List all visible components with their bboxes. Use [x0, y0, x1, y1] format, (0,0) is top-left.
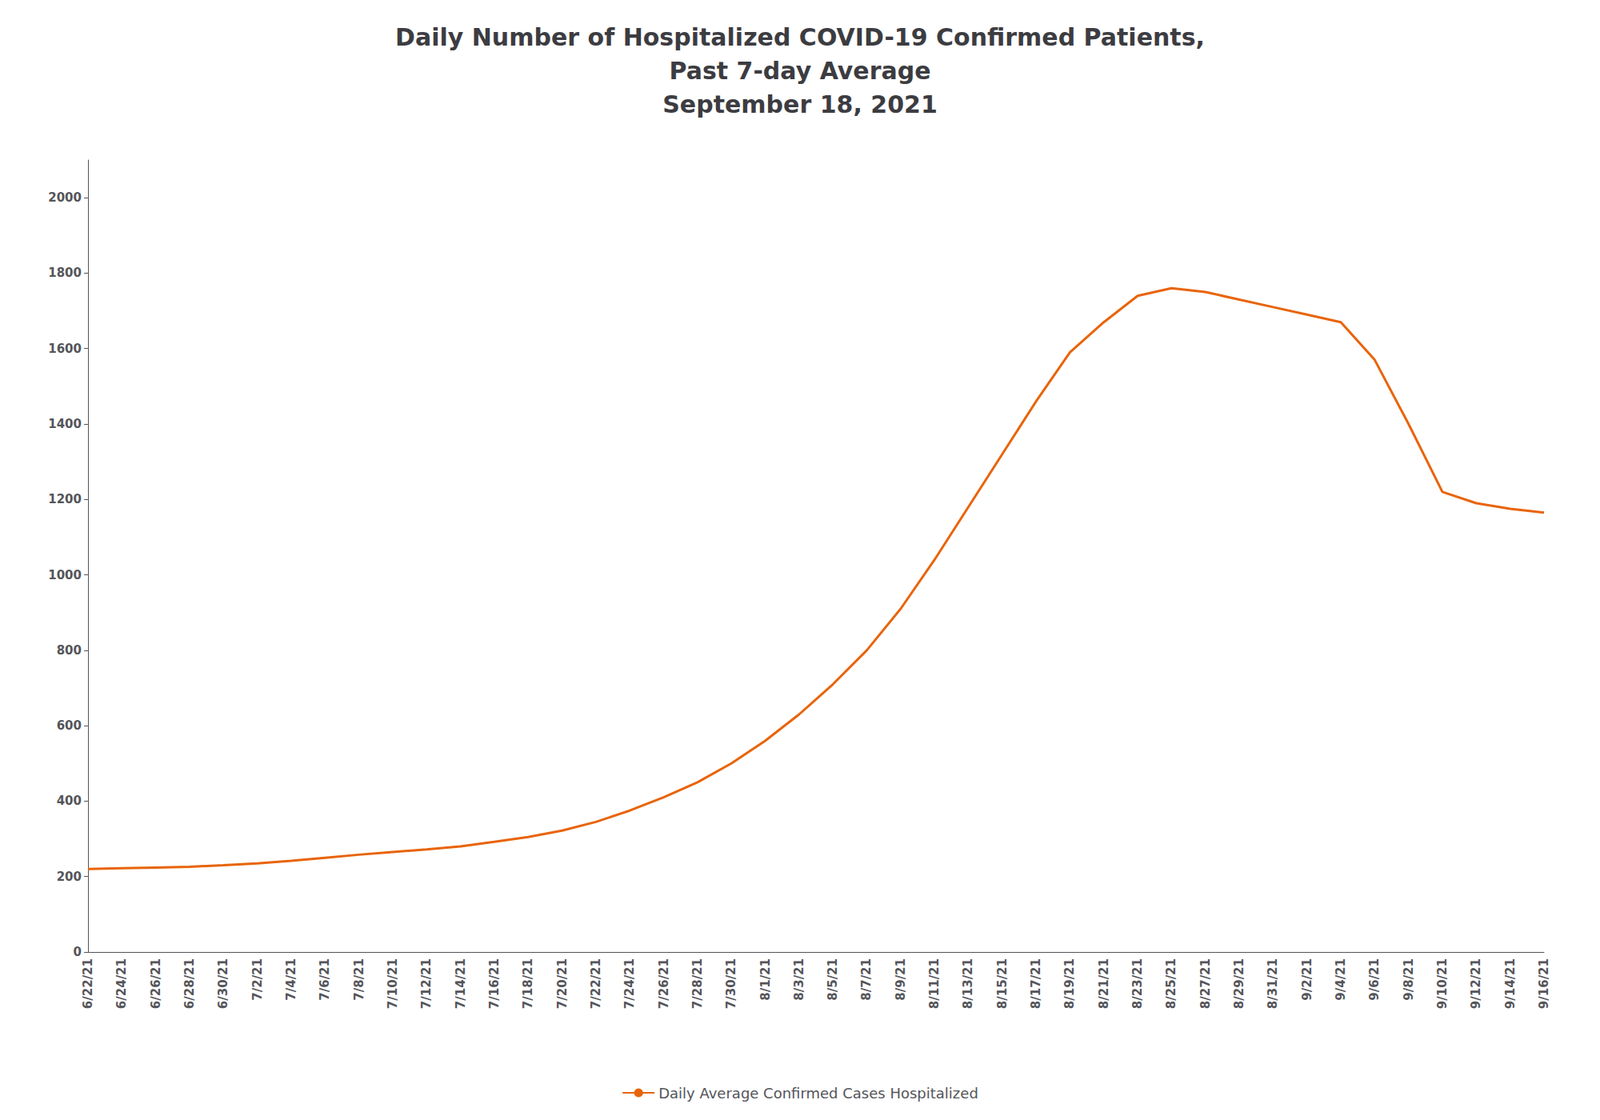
svg-text:9/12/21: 9/12/21: [1468, 958, 1484, 1009]
svg-text:8/15/21: 8/15/21: [995, 958, 1010, 1009]
svg-text:8/31/21: 8/31/21: [1265, 958, 1280, 1009]
svg-text:400: 400: [56, 793, 82, 808]
svg-text:9/10/21: 9/10/21: [1435, 958, 1450, 1009]
svg-text:Daily Average Confirmed Cases: Daily Average Confirmed Cases Hospitaliz…: [658, 1084, 979, 1102]
svg-text:6/28/21: 6/28/21: [182, 958, 197, 1009]
svg-text:9/6/21: 9/6/21: [1367, 958, 1382, 1001]
svg-text:7/14/21: 7/14/21: [453, 958, 468, 1009]
svg-text:9/14/21: 9/14/21: [1503, 958, 1518, 1009]
svg-text:200: 200: [56, 869, 82, 884]
svg-text:7/6/21: 7/6/21: [317, 958, 332, 1001]
svg-text:6/22/21: 6/22/21: [80, 958, 96, 1009]
svg-text:9/8/21: 9/8/21: [1401, 958, 1416, 1001]
svg-text:8/27/21: 8/27/21: [1198, 958, 1213, 1009]
svg-text:1800: 1800: [48, 265, 82, 280]
svg-text:Daily Number of Hospitalized C: Daily Number of Hospitalized COVID-19 Co…: [395, 23, 1205, 52]
svg-text:1600: 1600: [48, 341, 82, 356]
svg-text:7/20/21: 7/20/21: [555, 958, 570, 1009]
svg-text:6/26/21: 6/26/21: [148, 958, 164, 1009]
svg-text:2000: 2000: [48, 190, 82, 205]
svg-text:800: 800: [56, 643, 82, 658]
svg-text:8/3/21: 8/3/21: [792, 958, 807, 1001]
svg-text:8/25/21: 8/25/21: [1164, 958, 1179, 1009]
svg-text:9/16/21: 9/16/21: [1536, 958, 1552, 1009]
svg-text:6/24/21: 6/24/21: [114, 958, 129, 1009]
svg-text:9/4/21: 9/4/21: [1333, 958, 1348, 1001]
svg-text:7/30/21: 7/30/21: [724, 958, 739, 1009]
svg-text:7/26/21: 7/26/21: [656, 958, 672, 1009]
svg-text:1400: 1400: [48, 416, 82, 432]
svg-text:8/11/21: 8/11/21: [927, 958, 942, 1009]
svg-text:8/9/21: 8/9/21: [893, 958, 908, 1001]
svg-text:7/10/21: 7/10/21: [385, 958, 400, 1009]
svg-text:Past 7-day Average: Past 7-day Average: [668, 56, 931, 85]
svg-text:0: 0: [73, 944, 82, 960]
svg-text:8/23/21: 8/23/21: [1130, 958, 1145, 1009]
svg-text:7/24/21: 7/24/21: [622, 958, 637, 1009]
svg-text:6/30/21: 6/30/21: [216, 958, 231, 1009]
svg-text:600: 600: [56, 718, 82, 733]
svg-text:7/12/21: 7/12/21: [419, 958, 434, 1009]
svg-text:8/1/21: 8/1/21: [758, 958, 773, 1001]
svg-text:7/28/21: 7/28/21: [690, 958, 705, 1009]
svg-text:7/18/21: 7/18/21: [520, 958, 536, 1009]
svg-text:7/22/21: 7/22/21: [588, 958, 604, 1009]
svg-text:7/16/21: 7/16/21: [487, 958, 502, 1009]
svg-text:September 18, 2021: September 18, 2021: [662, 90, 938, 119]
svg-text:8/17/21: 8/17/21: [1028, 958, 1044, 1009]
svg-text:7/4/21: 7/4/21: [284, 958, 299, 1001]
svg-text:8/21/21: 8/21/21: [1096, 958, 1112, 1009]
svg-text:7/2/21: 7/2/21: [250, 958, 265, 1001]
svg-text:8/13/21: 8/13/21: [960, 958, 976, 1009]
svg-text:8/5/21: 8/5/21: [825, 958, 840, 1001]
svg-text:8/7/21: 8/7/21: [859, 958, 874, 1001]
svg-text:1200: 1200: [48, 492, 82, 507]
svg-text:9/2/21: 9/2/21: [1300, 958, 1315, 1001]
svg-text:8/19/21: 8/19/21: [1062, 958, 1077, 1009]
svg-text:7/8/21: 7/8/21: [352, 958, 367, 1001]
svg-text:1000: 1000: [48, 568, 82, 583]
svg-text:8/29/21: 8/29/21: [1232, 958, 1247, 1009]
